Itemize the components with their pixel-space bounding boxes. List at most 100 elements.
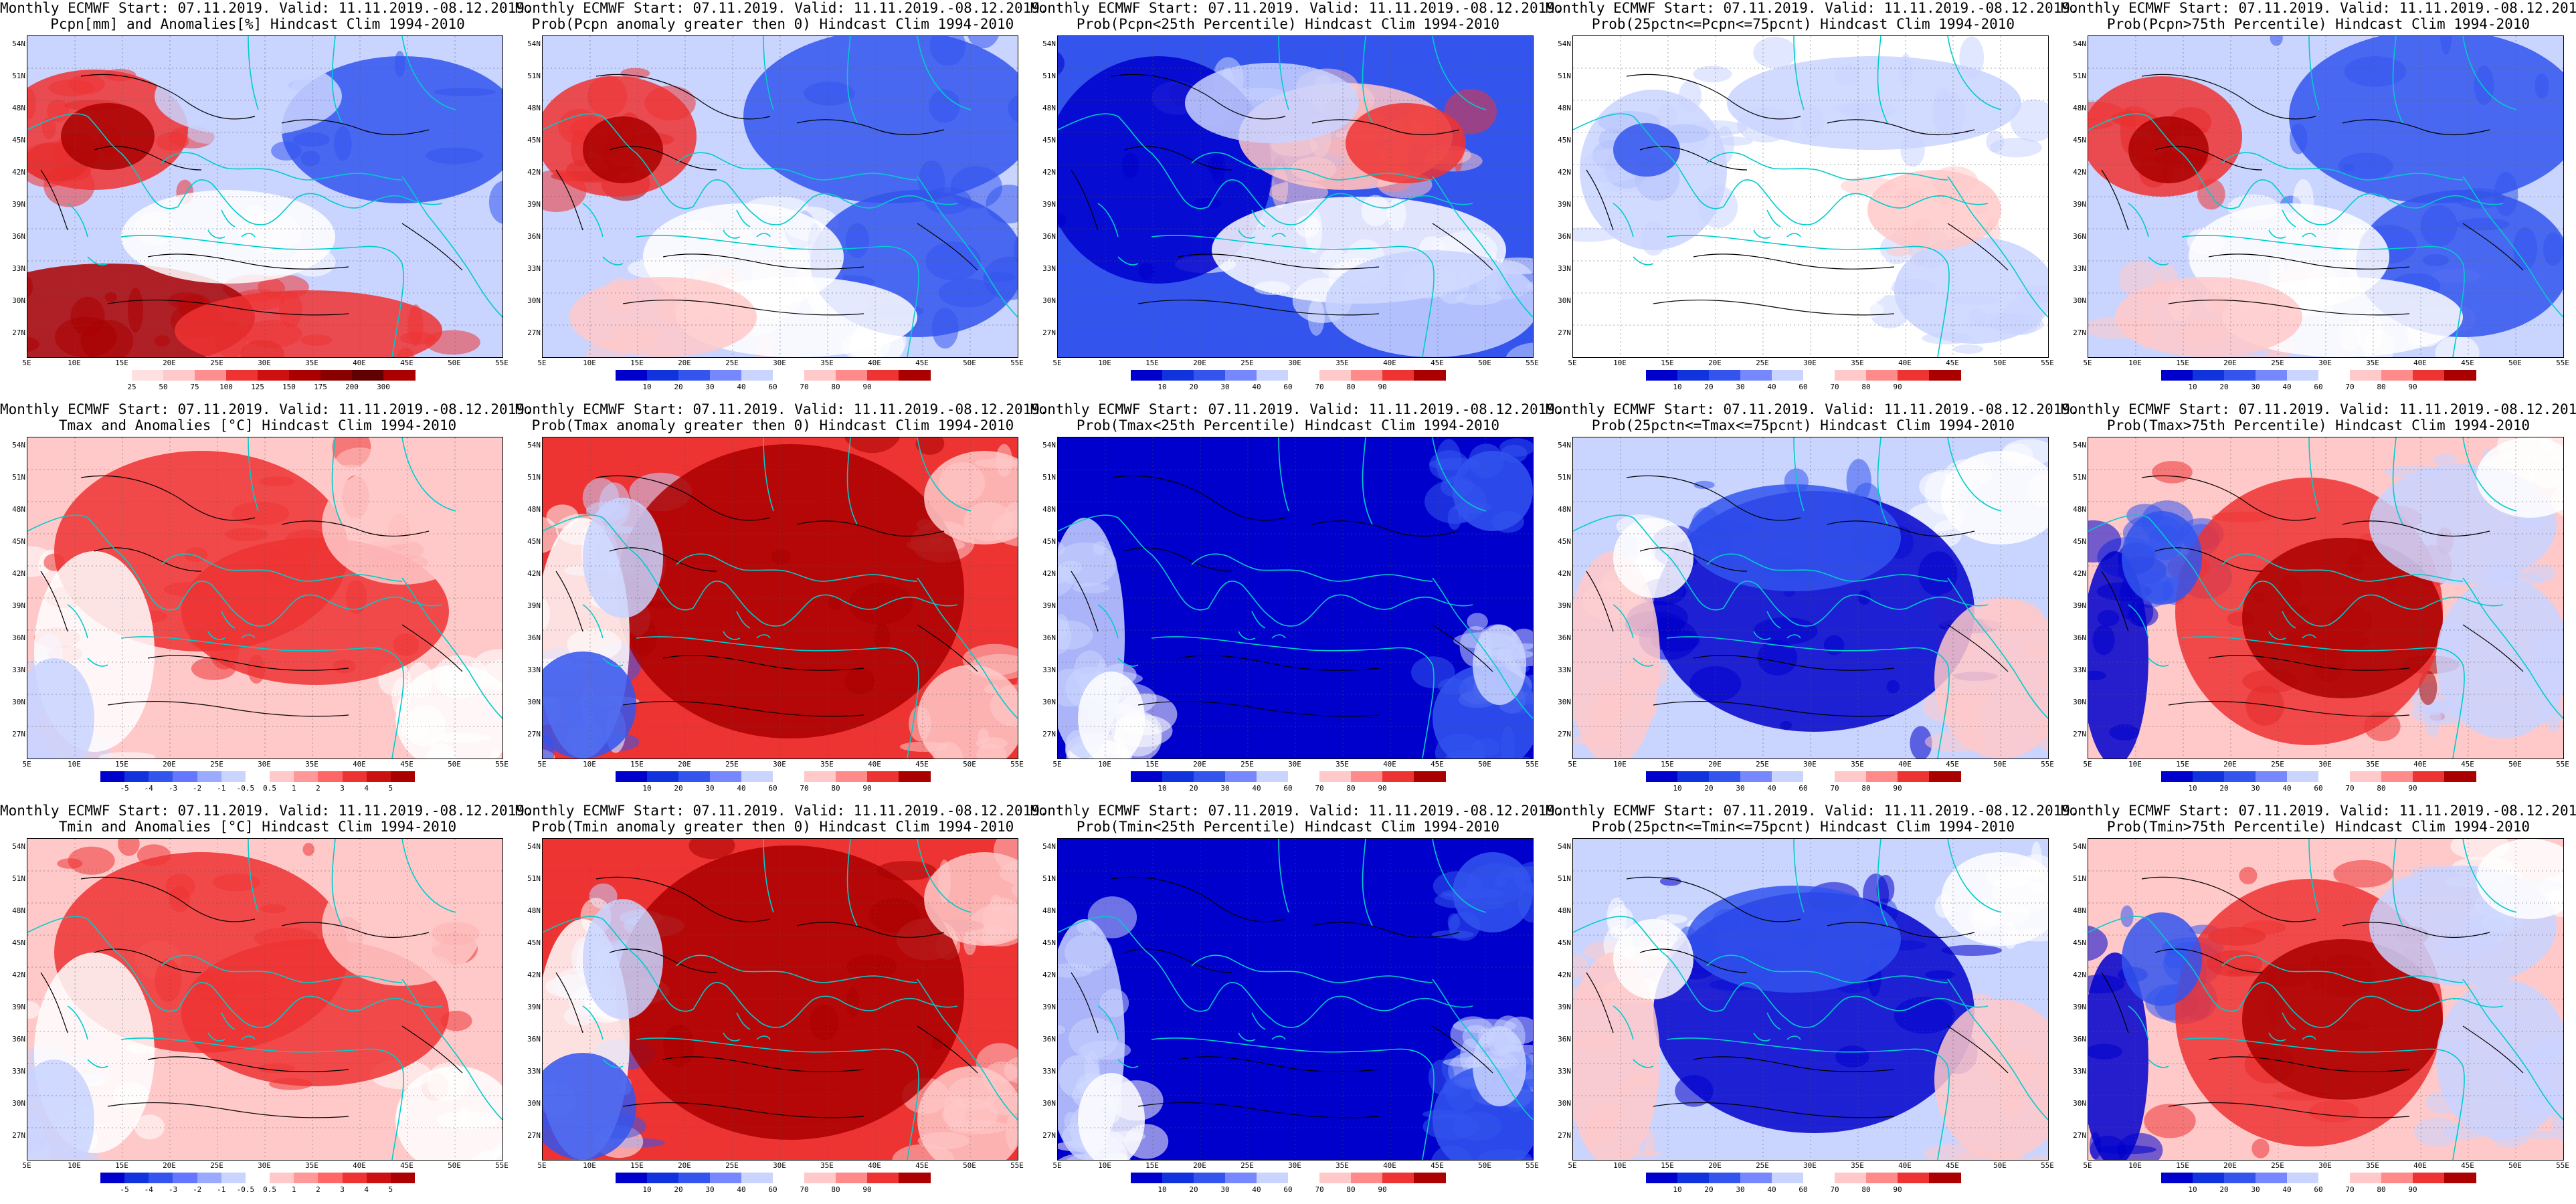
longitude-label: 10E [1098,1161,1111,1170]
isoline [2168,1102,2410,1118]
isoline [1639,547,1748,572]
latitude-label: 39N [2073,1003,2086,1011]
colorbar-segment [1382,771,1414,782]
colorbar-segment [2413,370,2445,381]
latitude-label: 27N [12,730,25,738]
coastline [636,636,919,759]
coastline [67,1005,108,1068]
longitude-label: 15E [115,760,128,769]
colorbar-segment [2161,1173,2193,1183]
latitude-label: 54N [12,441,25,449]
colorbar-tick-label: 30 [1736,383,1745,391]
colorbar-segment [197,771,222,782]
latitude-label: 36N [1042,232,1056,241]
isoline [1626,876,1801,922]
coastline [1278,839,1487,926]
colorbar-segment [1131,1173,1163,1183]
longitude-label: 55E [495,760,509,769]
isoline [1693,1056,1895,1072]
latitude-label: 27N [12,1131,25,1140]
isoline [107,700,349,717]
colorbar-segment [1898,771,1930,782]
longitude-label: 35E [2366,760,2379,769]
field-speckle [1718,136,1753,146]
longitude-label: 45E [1946,359,1959,367]
latitude-label: 36N [1042,1035,1056,1043]
latitude-label: 30N [1558,1099,1571,1108]
longitude-label: 30E [258,359,271,367]
isoline [609,146,717,171]
latitude-label: 36N [2073,232,2086,241]
field-speckle [1986,130,2005,153]
isoline [1124,547,1232,572]
map-canvas [2088,36,2563,357]
colorbar-ticks: 10 20 30 40 60 70 80 90 [1646,383,1960,392]
coastline [917,979,1018,1120]
latitude-label: 51N [2073,874,2086,883]
field-speckle [1910,726,1932,759]
colorbar-segment [1288,1173,1320,1183]
isoline [1137,1102,1380,1118]
longitude-label: 45E [2461,1161,2474,1170]
longitude-label: 55E [2041,359,2054,367]
colorbar-tick-label: 20 [674,383,683,391]
map-panel: Monthly ECMWF Start: 07.11.2019. Valid: … [1546,803,2079,1204]
field-region [2436,979,2563,1140]
field-region [2115,277,2302,357]
colorbar-segment [2381,1173,2413,1183]
coastline [1278,437,1487,525]
map-panel: Monthly ECMWF Start: 07.11.2019. Valid: … [515,401,1048,803]
colorbar-tick-label: 70 [2345,784,2355,793]
isoline [1586,571,1614,632]
colorbar-tick-label: 20 [1189,1185,1198,1194]
coastline [27,916,443,1028]
colorbar-segment [1131,370,1163,381]
colorbar-tick-label: 60 [768,1185,777,1194]
longitude-label: 50E [448,760,461,769]
coastline [1058,113,1473,225]
coastline [207,209,256,239]
colorbar-tick-label: 150 [282,383,296,391]
longitude-label: 25E [2271,359,2284,367]
field-region [583,116,663,183]
colorbar-tick-label: 200 [345,383,359,391]
colorbar-segment [1740,771,1772,782]
latitude-label: 48N [527,505,541,514]
isoline [147,655,349,671]
coastline [1097,604,1139,667]
colorbar-tick-label: 20 [2219,784,2229,793]
longitude-label: 10E [68,1161,81,1170]
coastline [1058,514,1473,627]
colorbar [616,370,931,381]
latitude-label: 48N [2073,505,2086,514]
field-speckle [2424,700,2442,737]
field-region [1346,103,1466,183]
latitude-label: 54N [12,842,25,851]
longitude-label: 45E [1431,359,1444,367]
field-speckle [1058,52,1065,76]
latitude-label: 45N [527,136,541,144]
latitude-label: 42N [1042,569,1056,578]
field-speckle [300,45,341,64]
latitude-label: 54N [12,39,25,48]
field-region [1185,63,1359,143]
latitude-label: 45N [527,537,541,546]
colorbar-tick-label: 2 [316,1185,320,1194]
isoline [107,299,349,316]
longitude-label: 10E [68,359,81,367]
longitude-label: 55E [2041,760,2054,769]
field-speckle [844,437,900,454]
isoline [40,169,68,231]
coastline [763,437,972,525]
latitude-label: 30N [527,1099,541,1108]
field-speckle [2525,1130,2557,1140]
colorbar-segment [149,771,173,782]
field-region [2122,511,2202,605]
colorbar-tick-label: 80 [831,1185,840,1194]
field-speckle [172,51,188,60]
coastline [1278,36,1487,124]
field-region [27,658,94,759]
field-region [1573,551,1660,759]
panel-title-line2: Prob(Tmin>75th Percentile) Hindcast Clim… [2106,819,2531,835]
coastline [543,916,958,1028]
